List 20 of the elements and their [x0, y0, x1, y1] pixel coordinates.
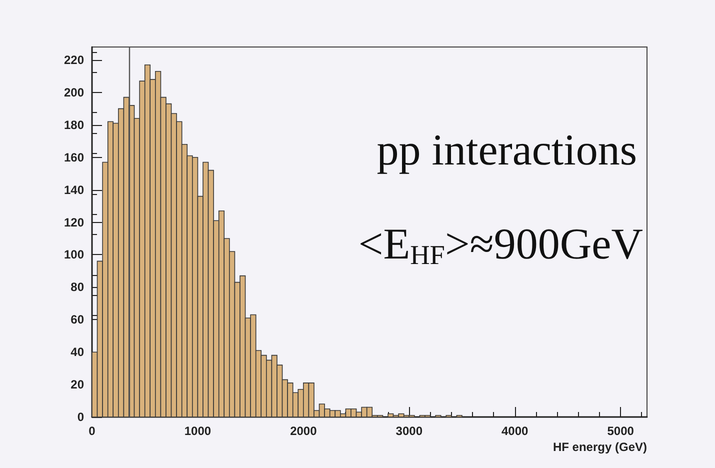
x-tick-label: 5000 — [607, 424, 634, 438]
y-tick-label: 0 — [77, 410, 84, 424]
y-tick-label: 200 — [64, 85, 84, 100]
y-tick-label: 120 — [64, 215, 84, 230]
y-tick-label: 140 — [64, 182, 84, 197]
y-tick-label: 180 — [64, 118, 84, 132]
annotation: pp interactions — [376, 126, 638, 174]
x-tick-label: 1000 — [184, 424, 212, 438]
x-tick-label: 2000 — [290, 424, 318, 438]
y-tick-label: 80 — [70, 280, 84, 294]
y-tick-label: 220 — [64, 52, 84, 67]
y-tick-label: 100 — [64, 248, 84, 262]
x-tick-label: 4000 — [502, 424, 529, 438]
x-axis-title: HF energy (GeV) — [552, 440, 647, 454]
x-tick-label: 3000 — [396, 424, 423, 438]
y-tick-label: 40 — [70, 345, 84, 360]
y-tick-label: 60 — [70, 312, 84, 327]
x-tick-label: 0 — [88, 424, 96, 438]
y-tick-label: 20 — [70, 378, 84, 392]
y-tick-label: 160 — [64, 150, 84, 164]
